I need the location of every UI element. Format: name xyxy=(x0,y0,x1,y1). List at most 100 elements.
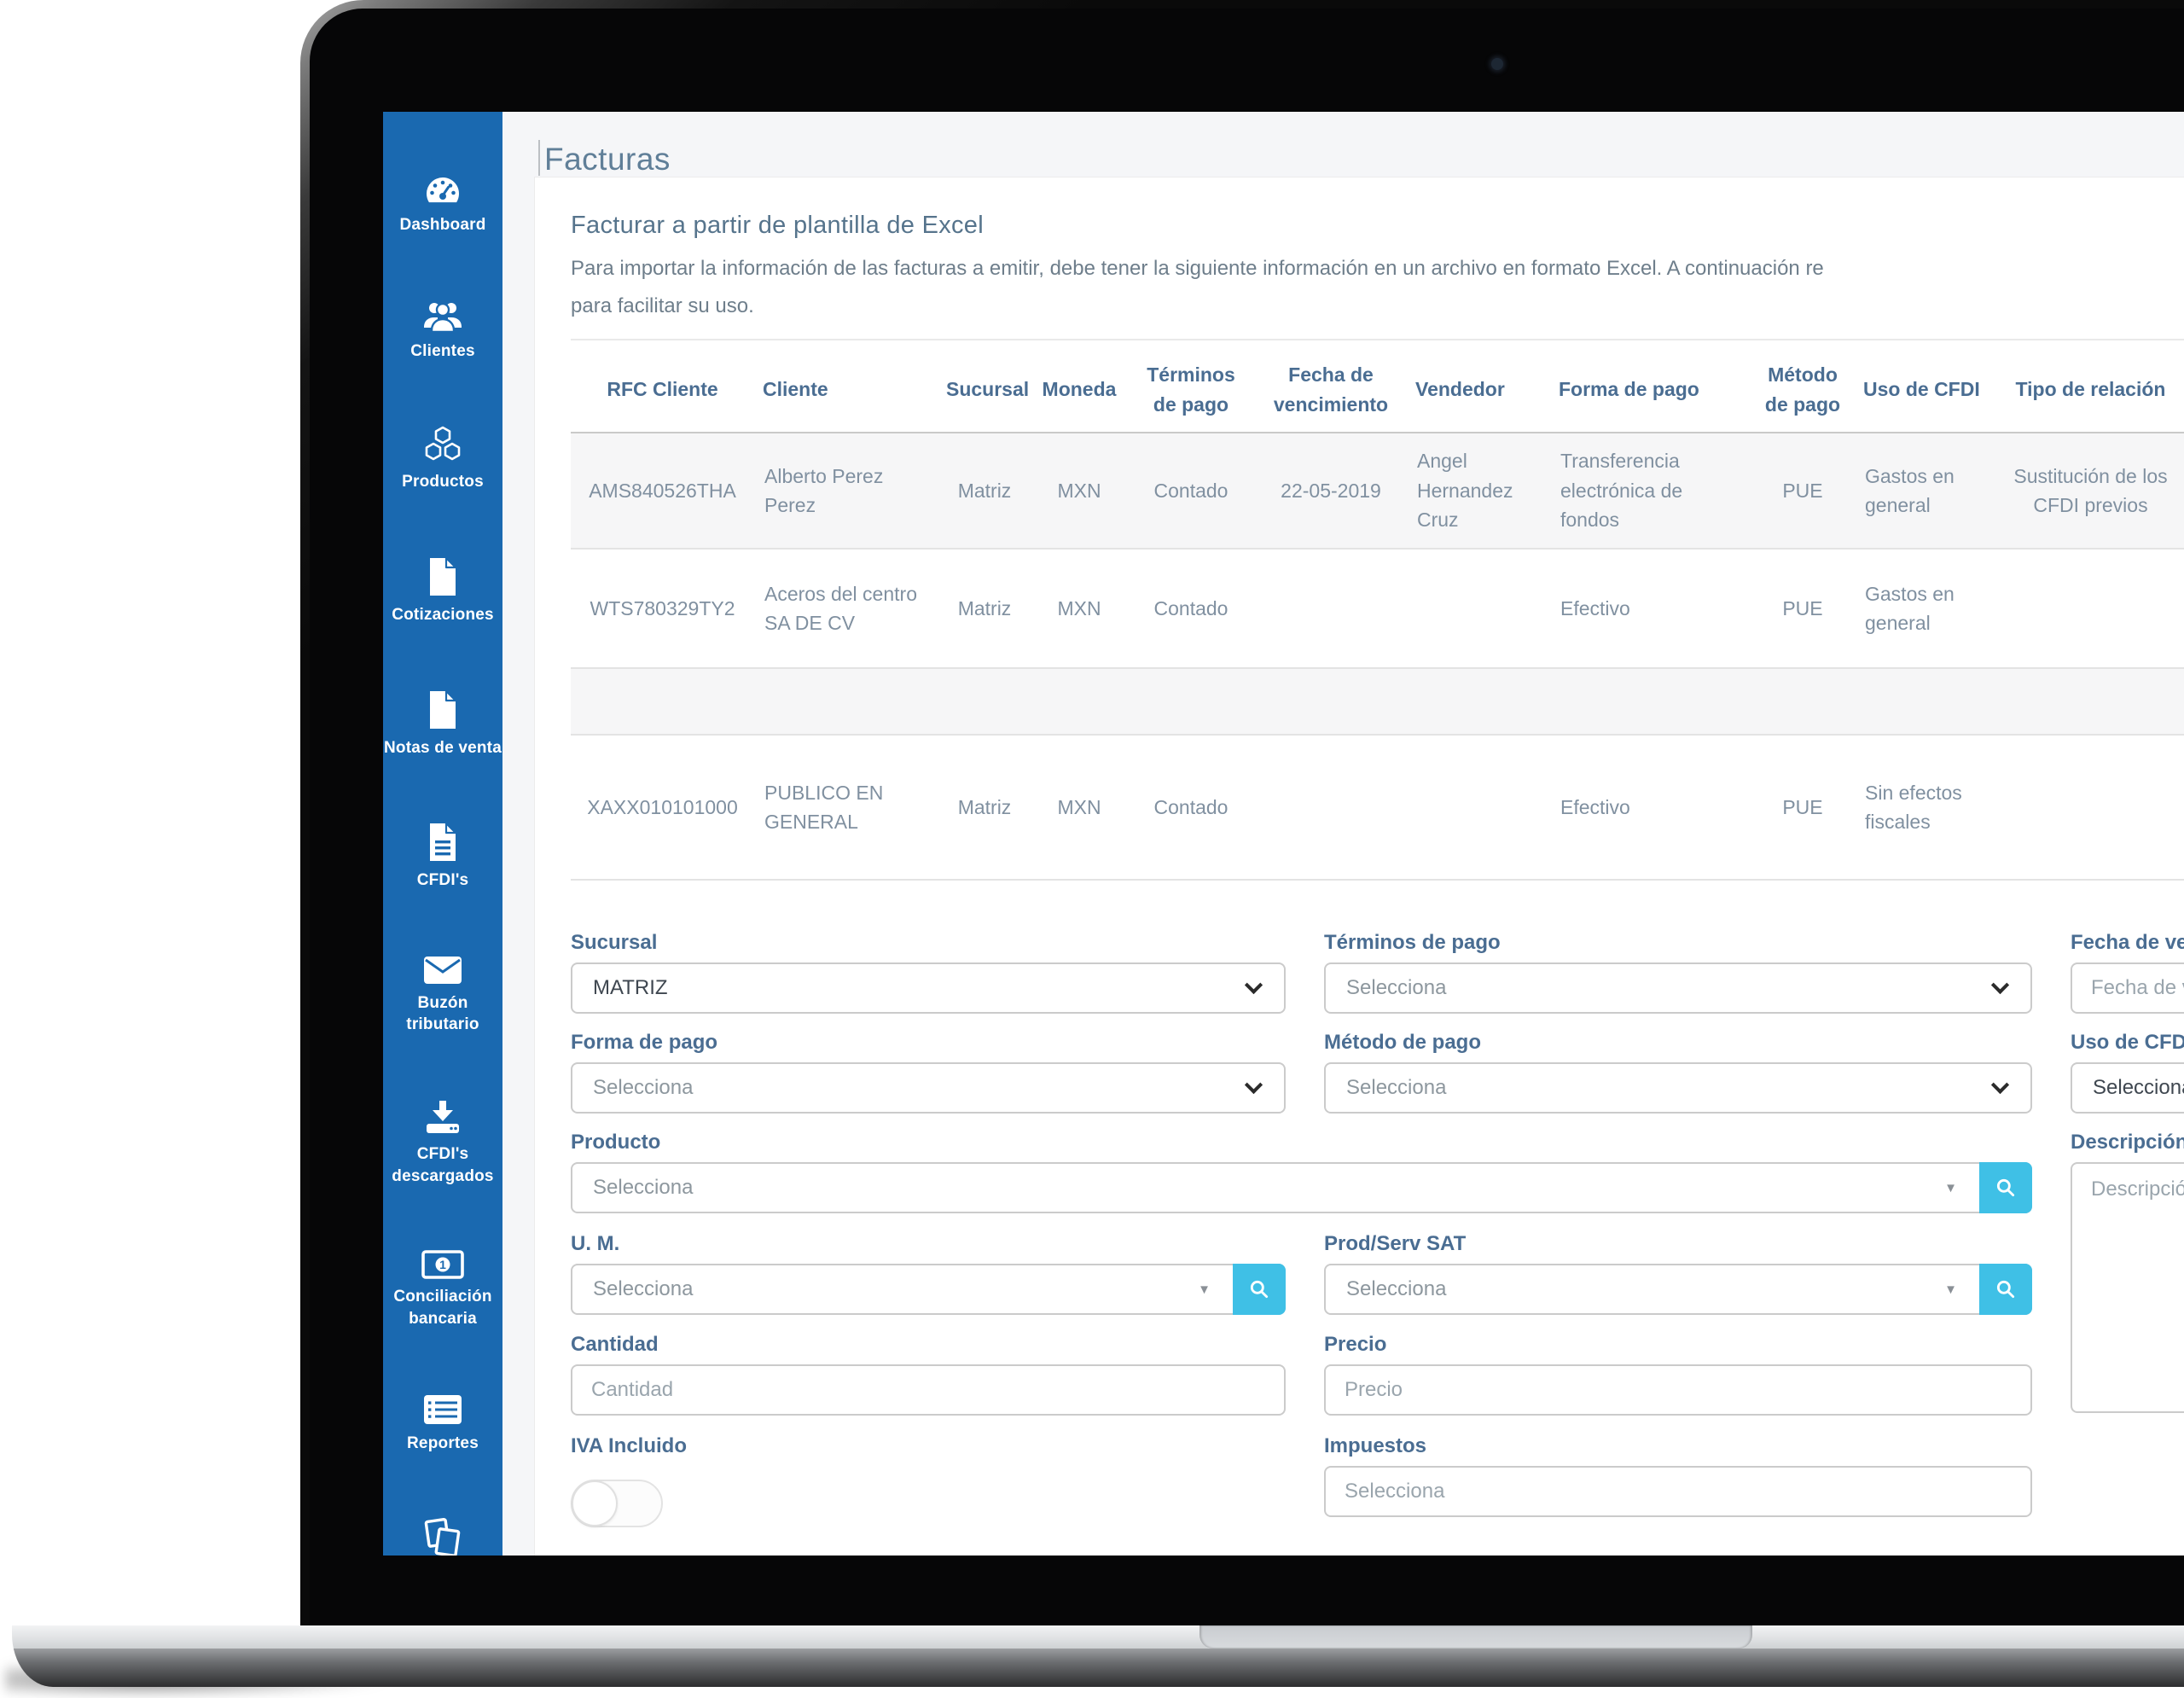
cantidad-input[interactable] xyxy=(572,1366,1284,1415)
precio-input[interactable] xyxy=(1326,1366,2030,1415)
cell-uso: Gastos en general xyxy=(1865,582,1955,635)
svg-text:1: 1 xyxy=(439,1258,446,1271)
descripcion-textarea[interactable] xyxy=(2071,1162,2184,1413)
page-header: Facturas xyxy=(502,112,2184,177)
field-uso-cfdi: Uso de CFDI Selecciona xyxy=(2071,1032,2184,1114)
producto-select[interactable]: Selecciona ▼ xyxy=(571,1162,2032,1213)
envelope-icon xyxy=(424,956,462,984)
cell-terminos: Contado xyxy=(1153,596,1228,619)
sidebar-item-label: Dashboard xyxy=(399,216,486,234)
cell-sucursal: Matriz xyxy=(957,479,1012,502)
forma-pago-select[interactable]: Selecciona xyxy=(571,1062,1286,1114)
prodserv-sat-select[interactable]: Selecciona ▼ xyxy=(1324,1263,2032,1315)
producto-search-button[interactable] xyxy=(1979,1162,2032,1213)
sidebar-item-label: Buzón tributario xyxy=(406,993,479,1034)
prodserv-sat-search-button[interactable] xyxy=(1979,1263,2032,1315)
sidebar-item-cfdis-descargados[interactable]: CFDI's descargados xyxy=(383,1099,502,1187)
field-forma-pago: Forma de pago Selecciona xyxy=(571,1032,1286,1114)
terminos-select[interactable]: Selecciona xyxy=(1324,962,2032,1014)
list-icon xyxy=(424,1394,462,1424)
field-label: Sucursal xyxy=(571,931,658,954)
copy-icon xyxy=(424,1518,461,1556)
fecha-vencimiento-input[interactable] xyxy=(2072,964,2184,1012)
column-header: Forma de pago xyxy=(1559,378,1699,401)
sidebar-item-label: CFDI's descargados xyxy=(392,1145,494,1185)
field-iva-incluido: IVA Incluido xyxy=(571,1435,1286,1527)
cell-cliente: Aceros del centro SA DE CV xyxy=(764,582,917,635)
sidebar-item-cotizaciones[interactable]: Cotizaciones xyxy=(383,556,502,626)
sidebar-item-notas-de-venta[interactable]: Notas de venta xyxy=(383,689,502,759)
um-search-button[interactable] xyxy=(1233,1263,1286,1315)
sidebar-item-label: Notas de venta xyxy=(384,738,502,757)
cell-metodo: PUE xyxy=(1782,479,1823,502)
select-value: Selecciona xyxy=(2093,1076,2184,1099)
cell-sucursal: Matriz xyxy=(957,795,1012,818)
gauge-icon xyxy=(427,177,460,203)
impuestos-input[interactable] xyxy=(1326,1468,2030,1515)
cell-forma xyxy=(1550,668,1751,735)
column-header: Uso de CFDI xyxy=(1863,378,1980,401)
field-metodo-pago: Método de pago Selecciona xyxy=(1324,1032,2032,1114)
users-icon xyxy=(424,302,462,333)
field-label: Impuestos xyxy=(1324,1434,1427,1457)
field-cantidad: Cantidad xyxy=(571,1334,1286,1417)
cell-terminos: Contado xyxy=(1153,479,1228,502)
banknote-icon: 1 xyxy=(421,1250,464,1280)
sidebar-item-productos[interactable]: Productos xyxy=(383,425,502,493)
cell-uso: Sin efectos fiscales xyxy=(1865,781,1962,834)
sidebar-item-dashboard[interactable]: Dashboard xyxy=(383,173,502,236)
field-label: Prod/Serv SAT xyxy=(1324,1231,1467,1255)
iva-incluido-toggle[interactable] xyxy=(571,1480,663,1527)
um-select[interactable]: Selecciona ▼ xyxy=(571,1263,1286,1315)
column-header: Moneda xyxy=(1042,378,1117,401)
cell-vendedor xyxy=(1407,668,1550,735)
cell-uso xyxy=(1855,668,1989,735)
cell-metodo xyxy=(1751,668,1855,735)
dropdown-arrow-icon: ▼ xyxy=(1944,1181,1957,1195)
field-precio: Precio xyxy=(1324,1334,2032,1417)
field-label: Cantidad xyxy=(571,1333,659,1357)
sidebar: Dashboard Clientes xyxy=(383,112,502,1556)
field-producto: Producto Selecciona ▼ xyxy=(571,1131,2032,1215)
chevron-down-icon xyxy=(1244,1075,1263,1095)
text-cursor xyxy=(538,140,540,176)
cell-vendedor: Angel Hernandez Cruz xyxy=(1417,450,1513,532)
sidebar-item-label: CFDI's xyxy=(416,871,469,890)
cell-moneda: MXN xyxy=(1057,479,1101,502)
field-label: IVA Incluido xyxy=(571,1434,687,1457)
cell-moneda: MXN xyxy=(1057,596,1101,619)
precio-input-wrap xyxy=(1324,1364,2032,1416)
sucursal-select[interactable]: MATRIZ xyxy=(571,962,1286,1014)
field-sucursal: Sucursal MATRIZ xyxy=(571,932,1286,1014)
sidebar-item-clientes[interactable]: Clientes xyxy=(383,299,502,363)
sidebar-item-label: Productos xyxy=(402,473,484,491)
fecha-vencimiento-input-wrap xyxy=(2071,962,2184,1014)
metodo-pago-select[interactable]: Selecciona xyxy=(1324,1062,2032,1114)
invoice-form: Sucursal MATRIZ Términos de pago Selecci… xyxy=(571,932,2184,1527)
cell-forma: Efectivo xyxy=(1560,596,1630,619)
search-icon xyxy=(1996,1280,2015,1298)
sidebar-item-bottom[interactable] xyxy=(383,1517,502,1556)
select-placeholder: Selecciona xyxy=(1346,1276,1447,1300)
sidebar-item-conciliacion-bancaria[interactable]: 1 Conciliación bancaria xyxy=(383,1250,502,1329)
page-title: Facturas xyxy=(544,142,671,177)
column-header: Vendedor xyxy=(1415,378,1505,401)
laptop-base-body xyxy=(12,1649,2184,1687)
column-header: RFC Cliente xyxy=(607,378,718,401)
sidebar-item-cfdis[interactable]: CFDI's xyxy=(383,822,502,892)
sidebar-item-reportes[interactable]: Reportes xyxy=(383,1393,502,1455)
app-window: Dashboard Clientes xyxy=(383,112,2184,1556)
select-placeholder: Selecciona xyxy=(593,1176,694,1199)
uso-cfdi-select[interactable]: Selecciona xyxy=(2071,1062,2184,1114)
cubes-icon xyxy=(425,426,461,461)
field-label: Método de pago xyxy=(1324,1031,1481,1054)
cell-tipo-relacion: Sustitución de los CFDI previos xyxy=(2013,464,2168,517)
sidebar-item-buzon-tributario[interactable]: Buzón tributario xyxy=(383,955,502,1036)
chevron-down-icon xyxy=(1990,975,2010,995)
column-header: Sucursal xyxy=(946,378,1030,401)
cell-vendedor xyxy=(1407,735,1550,880)
cell-fecha xyxy=(1255,549,1407,668)
cell-rfc: WTS780329TY2 xyxy=(590,596,735,619)
select-value: Selecciona xyxy=(1346,976,1447,999)
